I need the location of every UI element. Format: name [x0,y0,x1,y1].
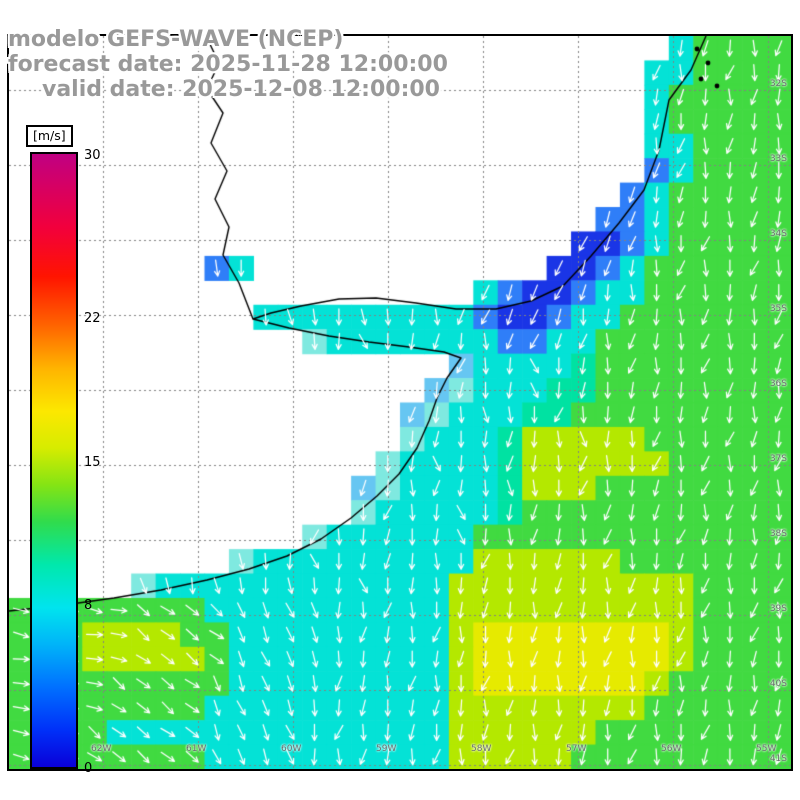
colorbar: [m/s] 30 22 15 8 0 [26,125,101,776]
map-canvas [9,36,791,769]
title-block: modelo GEFS-WAVE (NCEP) forecast date: 2… [8,27,448,102]
valid-date-label: valid date: 2025-12-08 12:00:00 [42,77,440,102]
model-title: modelo GEFS-WAVE (NCEP) [8,27,344,52]
colorbar-tick-label: 0 [84,761,93,776]
colorbar-tick-label: 30 [84,148,101,163]
colorbar-unit-label: [m/s] [26,125,73,147]
map-frame: 32S 33S 34S 35S 36S 37S 38S 39S 40S 41S 62W 61W 60W… [7,34,793,771]
colorbar-tick-label: 15 [84,454,101,470]
forecast-date-label: forecast date: 2025-11-28 12:00:00 [8,52,448,77]
colorbar-gradient [30,152,78,769]
colorbar-tick-label: 22 [84,311,101,327]
colorbar-tick-label: 8 [84,597,93,613]
